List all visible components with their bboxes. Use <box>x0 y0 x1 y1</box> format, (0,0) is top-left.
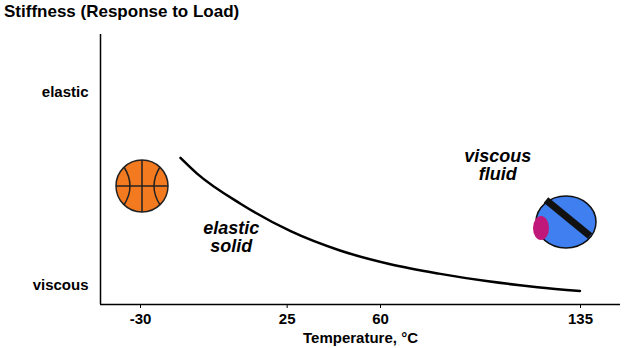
svg-text:60: 60 <box>372 310 389 327</box>
svg-text:viscousfluid: viscousfluid <box>464 146 531 184</box>
svg-text:25: 25 <box>279 310 296 327</box>
svg-text:viscous: viscous <box>33 276 89 293</box>
svg-text:Temperature, °C: Temperature, °C <box>303 329 418 346</box>
svg-text:135: 135 <box>568 310 593 327</box>
svg-text:elastic: elastic <box>42 83 89 100</box>
html-text:Stiffness (Response to Load): Stiffness (Response to Load) <box>4 2 240 21</box>
svg-text:elasticsolid: elasticsolid <box>203 218 259 256</box>
svg-text:-30: -30 <box>130 310 152 327</box>
